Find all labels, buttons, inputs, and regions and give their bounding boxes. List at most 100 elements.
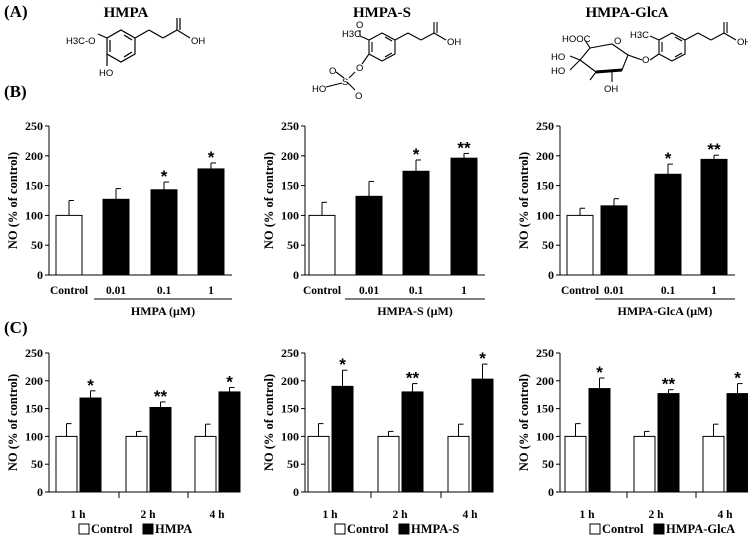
y-axis-label: NO (% of control): [262, 374, 276, 471]
x-tick-label: 1 h: [322, 509, 338, 521]
x-tick-label: Control: [50, 285, 88, 297]
significance-marker: *: [208, 148, 215, 167]
significance-marker: **: [707, 140, 721, 159]
y-tick-label: 200: [536, 149, 554, 163]
x-tick-label: 0.1: [409, 285, 424, 297]
atom-label: O: [356, 63, 363, 74]
x-tick-label: Control: [303, 285, 341, 297]
group-label: HMPA-GlcA (μM): [618, 304, 713, 318]
legend-swatch-treatment: [398, 523, 410, 535]
bar: [450, 157, 478, 276]
bar: [726, 393, 748, 493]
atom-label: O: [329, 66, 336, 77]
significance-marker: *: [596, 363, 603, 382]
atom-label: O: [356, 20, 363, 31]
y-tick-label: 50: [31, 238, 43, 252]
bar: [566, 214, 594, 276]
y-tick-label: 100: [25, 429, 43, 443]
bar: [149, 406, 172, 493]
legend-label-control: Control: [347, 522, 389, 536]
x-tick-label: 1 h: [579, 509, 595, 521]
bar: [125, 435, 148, 493]
x-tick-label: 2 h: [392, 509, 408, 521]
bar: [654, 173, 682, 276]
group-label: HMPA (μM): [131, 304, 195, 318]
panel-label-c: (C): [4, 318, 28, 337]
compound-name-hmpa-s: HMPA-S: [353, 5, 411, 21]
significance-marker: *: [479, 349, 486, 368]
bar: [150, 189, 178, 276]
chart-c-hmpa-s: 0 50 100 150 200 250 NO (% of control) * 1 h ** 2 …: [262, 346, 494, 536]
y-tick-label: 200: [281, 374, 299, 388]
significance-marker: **: [406, 369, 420, 388]
legend-swatch-control: [334, 523, 346, 535]
chart-c-hmpa-glca: 0 50 100 150 200 250 NO (% of control) * 1 h ** 2 …: [517, 346, 748, 536]
y-tick-label: 0: [548, 268, 554, 282]
y-tick-label: 200: [536, 374, 554, 388]
y-tick-label: 50: [31, 457, 43, 471]
x-tick-label: 0.1: [157, 285, 172, 297]
bar: [355, 195, 383, 276]
significance-marker: *: [87, 376, 94, 395]
y-tick-label: 0: [293, 268, 299, 282]
atom-label: H3C: [630, 30, 649, 41]
y-axis-label: NO (% of control): [6, 374, 20, 471]
bar: [55, 214, 83, 276]
bar: [447, 435, 470, 493]
atom-label: HO: [551, 52, 565, 63]
y-tick-label: 100: [536, 208, 554, 222]
x-tick-label: 0.01: [106, 285, 126, 297]
y-axis-label: NO (% of control): [262, 152, 276, 249]
bar: [633, 435, 656, 493]
x-tick-label: 1: [461, 285, 467, 297]
y-axis-label: NO (% of control): [517, 374, 531, 471]
atom-label: O: [355, 91, 362, 102]
bar: [55, 435, 78, 493]
legend-label-control: Control: [602, 522, 644, 536]
y-tick-label: 150: [25, 179, 43, 193]
y-tick-label: 0: [293, 485, 299, 499]
atom-label: HO: [551, 66, 565, 77]
chart-c-hmpa: 0 50 100 150 200 250 NO (% of control) * 1 h ** 2 …: [6, 346, 241, 536]
legend-label-control: Control: [91, 522, 133, 536]
y-tick-label: 150: [25, 402, 43, 416]
y-tick-label: 0: [548, 485, 554, 499]
bar: [402, 170, 430, 276]
atom-label: HO: [312, 84, 326, 95]
bar: [702, 435, 725, 493]
significance-marker: **: [154, 387, 168, 406]
y-tick-label: 250: [536, 119, 554, 133]
bar: [600, 205, 628, 276]
significance-marker: *: [161, 167, 168, 186]
panel-label-b: (B): [4, 82, 27, 101]
atom-label: O: [642, 55, 649, 66]
y-tick-label: 250: [281, 119, 299, 133]
atom-label: OH: [737, 37, 748, 48]
y-tick-label: 250: [281, 346, 299, 360]
bar: [308, 214, 336, 276]
significance-marker: *: [665, 149, 672, 168]
x-tick-label: 1: [711, 285, 717, 297]
y-tick-label: 150: [536, 402, 554, 416]
legend-label-treatment: HMPA: [155, 522, 192, 536]
bar: [564, 435, 587, 493]
atom-label: H3C: [342, 29, 361, 40]
legend-label-treatment: HMPA-GlcA: [666, 522, 735, 536]
significance-marker: *: [226, 372, 233, 391]
y-axis-label: NO (% of control): [6, 152, 20, 249]
y-tick-label: 100: [281, 429, 299, 443]
structure-hmpa-s: [325, 22, 447, 91]
y-tick-label: 200: [25, 374, 43, 388]
bar: [79, 397, 102, 493]
x-tick-label: 0.1: [661, 285, 676, 297]
bar: [471, 378, 494, 493]
x-tick-label: 1 h: [70, 509, 86, 521]
x-tick-label: 0.01: [604, 285, 624, 297]
y-tick-label: 100: [281, 208, 299, 222]
compound-name-hmpa: HMPA: [104, 5, 149, 21]
compound-name-hmpa-glca: HMPA-GlcA: [585, 5, 668, 21]
y-tick-label: 200: [281, 149, 299, 163]
panel-label-a: (A): [4, 2, 28, 21]
chart-b-hmpa: 0 50 100 150 200 250 NO (% of control) Control 0…: [6, 119, 232, 318]
